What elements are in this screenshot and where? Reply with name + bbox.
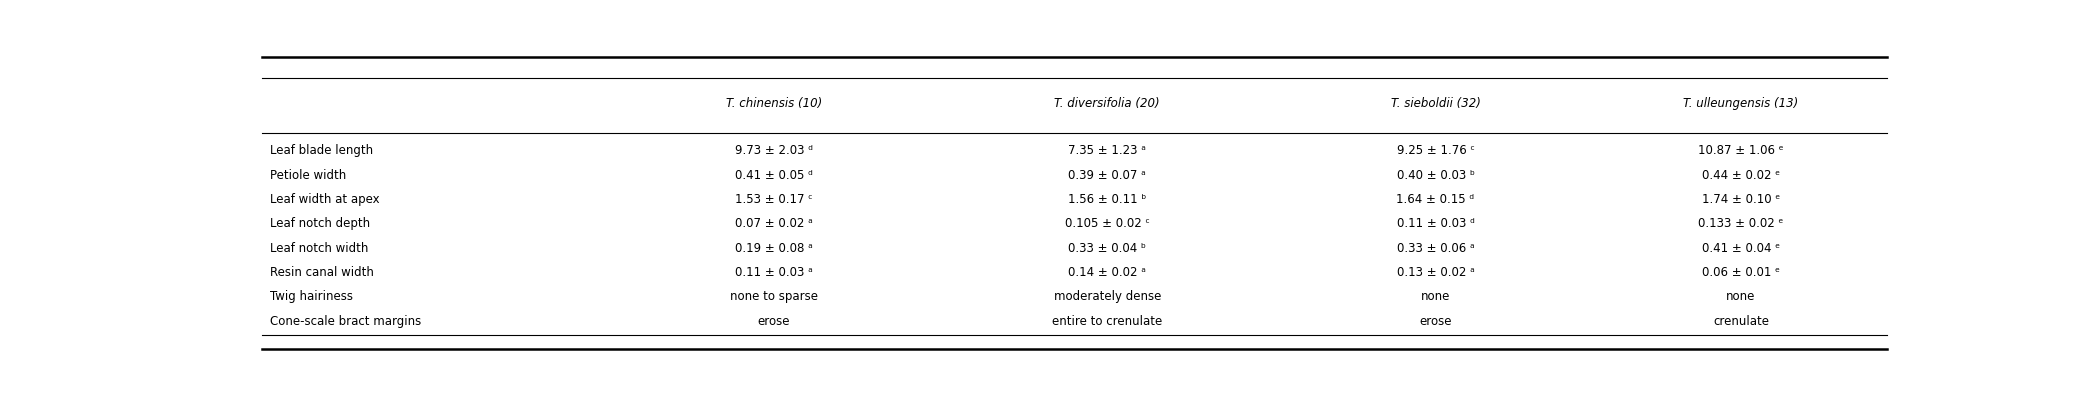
Text: none to sparse: none to sparse xyxy=(730,290,818,303)
Text: 0.33 ± 0.04 ᵇ: 0.33 ± 0.04 ᵇ xyxy=(1067,242,1147,255)
Text: 0.11 ± 0.03 ᵈ: 0.11 ± 0.03 ᵈ xyxy=(1397,217,1474,230)
Text: 0.105 ± 0.02 ᶜ: 0.105 ± 0.02 ᶜ xyxy=(1065,217,1149,230)
Text: 0.41 ± 0.04 ᵉ: 0.41 ± 0.04 ᵉ xyxy=(1703,242,1780,255)
Text: 0.13 ± 0.02 ᵃ: 0.13 ± 0.02 ᵃ xyxy=(1397,266,1474,279)
Text: Leaf blade length: Leaf blade length xyxy=(271,144,373,157)
Text: erose: erose xyxy=(1420,315,1451,327)
Text: 1.74 ± 0.10 ᵉ: 1.74 ± 0.10 ᵉ xyxy=(1703,193,1780,206)
Text: Petiole width: Petiole width xyxy=(271,169,346,182)
Text: Leaf notch depth: Leaf notch depth xyxy=(271,217,371,230)
Text: crenulate: crenulate xyxy=(1713,315,1770,327)
Text: T. ulleungensis (13): T. ulleungensis (13) xyxy=(1684,97,1799,110)
Text: erose: erose xyxy=(757,315,791,327)
Text: Leaf width at apex: Leaf width at apex xyxy=(271,193,380,206)
Text: 0.06 ± 0.01 ᵉ: 0.06 ± 0.01 ᵉ xyxy=(1703,266,1780,279)
Text: 9.73 ± 2.03 ᵈ: 9.73 ± 2.03 ᵈ xyxy=(736,144,814,157)
Text: 1.56 ± 0.11 ᵇ: 1.56 ± 0.11 ᵇ xyxy=(1067,193,1147,206)
Text: none: none xyxy=(1422,290,1451,303)
Text: T. diversifolia (20): T. diversifolia (20) xyxy=(1055,97,1160,110)
Text: entire to crenulate: entire to crenulate xyxy=(1053,315,1162,327)
Text: Resin canal width: Resin canal width xyxy=(271,266,373,279)
Text: 0.41 ± 0.05 ᵈ: 0.41 ± 0.05 ᵈ xyxy=(736,169,814,182)
Text: 0.33 ± 0.06 ᵃ: 0.33 ± 0.06 ᵃ xyxy=(1397,242,1474,255)
Text: 0.44 ± 0.02 ᵉ: 0.44 ± 0.02 ᵉ xyxy=(1703,169,1780,182)
Text: 9.25 ± 1.76 ᶜ: 9.25 ± 1.76 ᶜ xyxy=(1397,144,1474,157)
Text: 1.53 ± 0.17 ᶜ: 1.53 ± 0.17 ᶜ xyxy=(736,193,814,206)
Text: Cone-scale bract margins: Cone-scale bract margins xyxy=(271,315,421,327)
Text: 0.19 ± 0.08 ᵃ: 0.19 ± 0.08 ᵃ xyxy=(736,242,814,255)
Text: 7.35 ± 1.23 ᵃ: 7.35 ± 1.23 ᵃ xyxy=(1067,144,1147,157)
Text: 0.133 ± 0.02 ᵉ: 0.133 ± 0.02 ᵉ xyxy=(1699,217,1785,230)
Text: Leaf notch width: Leaf notch width xyxy=(271,242,369,255)
Text: 10.87 ± 1.06 ᵉ: 10.87 ± 1.06 ᵉ xyxy=(1699,144,1785,157)
Text: Twig hairiness: Twig hairiness xyxy=(271,290,352,303)
Text: T. chinensis (10): T. chinensis (10) xyxy=(726,97,822,110)
Text: 1.64 ± 0.15 ᵈ: 1.64 ± 0.15 ᵈ xyxy=(1397,193,1474,206)
Text: none: none xyxy=(1726,290,1755,303)
Text: 0.07 ± 0.02 ᵃ: 0.07 ± 0.02 ᵃ xyxy=(736,217,814,230)
Text: moderately dense: moderately dense xyxy=(1053,290,1162,303)
Text: 0.14 ± 0.02 ᵃ: 0.14 ± 0.02 ᵃ xyxy=(1067,266,1147,279)
Text: T. sieboldii (32): T. sieboldii (32) xyxy=(1390,97,1480,110)
Text: 0.40 ± 0.03 ᵇ: 0.40 ± 0.03 ᵇ xyxy=(1397,169,1474,182)
Text: 0.11 ± 0.03 ᵃ: 0.11 ± 0.03 ᵃ xyxy=(736,266,814,279)
Text: 0.39 ± 0.07 ᵃ: 0.39 ± 0.07 ᵃ xyxy=(1067,169,1147,182)
